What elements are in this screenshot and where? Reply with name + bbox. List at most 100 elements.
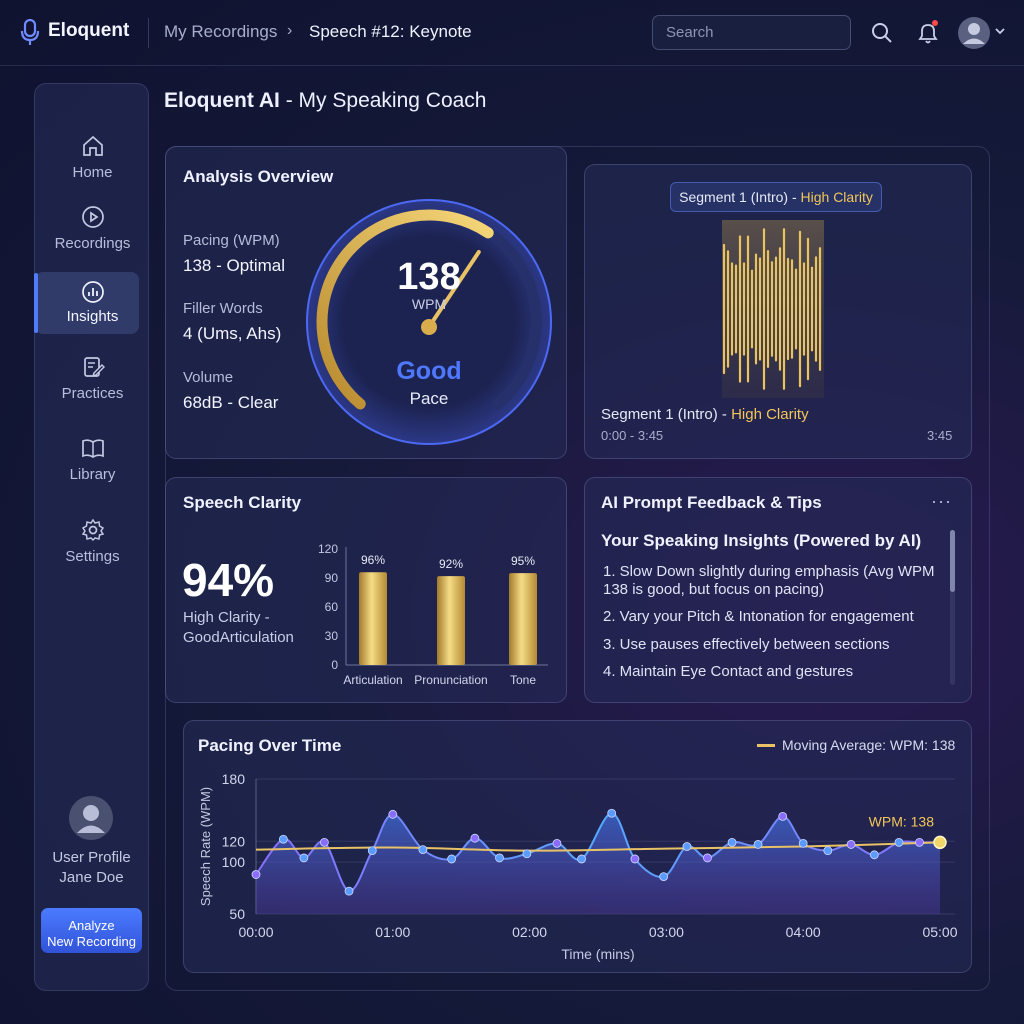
- gauge-rating: Good: [396, 357, 462, 385]
- wpm-point[interactable]: [753, 840, 763, 849]
- sidebar-item-label: Practices: [61, 385, 124, 402]
- metric-label: Pacing (WPM): [183, 232, 280, 249]
- wpm-point[interactable]: [846, 840, 856, 849]
- tip-item: 1. Slow Down slightly during emphasis (A…: [603, 563, 935, 598]
- gear-icon: [81, 518, 105, 542]
- end-value-label: WPM: 138: [869, 813, 935, 829]
- wpm-point[interactable]: [299, 853, 309, 863]
- tips-scrollbar-thumb[interactable]: [950, 530, 955, 592]
- sidebar-item-recordings[interactable]: Recordings: [35, 205, 150, 267]
- sidebar-item-insights[interactable]: Insights: [35, 272, 139, 334]
- sidebar-item-label: Recordings: [54, 235, 131, 252]
- search-icon[interactable]: [870, 21, 894, 45]
- analysis-overview-title: Analysis Overview: [183, 167, 334, 186]
- x-category-label: Articulation: [343, 673, 402, 687]
- notification-bell-icon[interactable]: [916, 20, 940, 46]
- y-tick-label: 50: [229, 906, 245, 922]
- profile-label[interactable]: User Profile: [52, 849, 131, 866]
- clarity-subtitle-line1: High Clarity -: [183, 609, 270, 626]
- wpm-point[interactable]: [278, 834, 288, 844]
- y-tick-label: 60: [325, 600, 339, 614]
- wpm-point[interactable]: [727, 837, 737, 847]
- wpm-point[interactable]: [703, 853, 712, 863]
- analyze-button-line2: New Recording: [47, 933, 136, 949]
- pacing-title: Pacing Over Time: [198, 736, 342, 755]
- sidebar-item-library[interactable]: Library: [35, 436, 150, 498]
- wpm-point[interactable]: [319, 837, 329, 847]
- breadcrumb-parent[interactable]: My Recordings: [164, 22, 278, 41]
- wpm-point[interactable]: [344, 886, 354, 896]
- wpm-point[interactable]: [367, 846, 377, 856]
- y-tick-label: 180: [222, 771, 246, 787]
- breadcrumb-current: Speech #12: Keynote: [309, 22, 472, 41]
- active-nav-indicator: [34, 273, 38, 333]
- wpm-end-point[interactable]: [933, 835, 947, 850]
- sidebar-item-practices[interactable]: Practices: [35, 355, 150, 417]
- x-tick-label: 01:00: [375, 924, 410, 940]
- gauge-fill-arc: [316, 209, 494, 410]
- wpm-point[interactable]: [522, 849, 532, 859]
- wpm-point[interactable]: [778, 811, 788, 821]
- page-title-rest: - My Speaking Coach: [279, 89, 487, 112]
- wpm-point[interactable]: [823, 846, 833, 856]
- tooltip-highlight: High Clarity: [800, 189, 873, 205]
- chevron-down-icon[interactable]: [994, 26, 1006, 36]
- metric-label: Volume: [183, 369, 234, 386]
- profile-avatar[interactable]: [69, 796, 113, 840]
- edit-icon: [84, 357, 105, 378]
- wpm-point[interactable]: [682, 842, 692, 851]
- wpm-point[interactable]: [659, 872, 669, 882]
- chart-circle-icon: [82, 281, 104, 303]
- metric-value: 4 (Ums, Ahs): [183, 324, 282, 343]
- metric-label: Filler Words: [183, 300, 263, 317]
- sidebar-item-settings[interactable]: Settings: [35, 518, 150, 580]
- sidebar-item-home[interactable]: Home: [35, 134, 150, 196]
- sidebar-item-label: Library: [69, 466, 116, 483]
- sidebar-item-label: Insights: [66, 308, 119, 325]
- wpm-point[interactable]: [388, 809, 398, 819]
- bar-articulation: [359, 572, 387, 665]
- y-tick-label: 90: [325, 571, 339, 585]
- gauge-caption: Pace: [409, 389, 449, 408]
- user-avatar[interactable]: [958, 17, 990, 49]
- more-options-icon[interactable]: ···: [931, 491, 952, 511]
- wpm-point[interactable]: [447, 854, 457, 864]
- x-tick-label: 02:00: [512, 924, 547, 940]
- tips-scrollbar-track[interactable]: [950, 530, 955, 685]
- wpm-point[interactable]: [251, 870, 261, 879]
- app-name[interactable]: Eloquent: [48, 20, 130, 41]
- wpm-point[interactable]: [470, 833, 480, 843]
- wpm-point[interactable]: [495, 853, 504, 863]
- legend-swatch: [757, 744, 775, 747]
- audio-waveform[interactable]: [600, 218, 956, 400]
- analyze-new-recording-button[interactable]: Analyze New Recording: [41, 908, 142, 953]
- wpm-point[interactable]: [915, 837, 924, 847]
- pacing-line-chart[interactable]: 50 100 120 180 00:00 01:00 02:00 03:00 04:00 05:0…: [190, 765, 965, 965]
- x-category-label: Pronunciation: [414, 673, 487, 687]
- wpm-point[interactable]: [869, 850, 879, 860]
- wpm-point[interactable]: [607, 808, 617, 818]
- search-input[interactable]: Search: [652, 15, 851, 50]
- bar-data-label: 92%: [439, 557, 463, 571]
- wpm-point[interactable]: [418, 845, 428, 855]
- wpm-point[interactable]: [630, 854, 640, 864]
- sidebar-item-label: Settings: [65, 548, 120, 565]
- wpm-point[interactable]: [577, 854, 586, 864]
- segment-end-time: 3:45: [927, 428, 953, 443]
- x-category-label: Tone: [510, 673, 536, 687]
- tip-item: 2. Vary your Pitch & Intonation for enga…: [603, 608, 914, 625]
- x-tick-label: 00:00: [238, 924, 273, 940]
- x-tick-label: 03:00: [649, 924, 684, 940]
- wpm-point[interactable]: [894, 837, 904, 847]
- segment-prefix: Segment 1 (Intro) -: [601, 406, 732, 423]
- speech-clarity-title: Speech Clarity: [183, 493, 302, 512]
- y-tick-label: 120: [318, 542, 338, 556]
- wpm-point[interactable]: [798, 838, 808, 848]
- wpm-point[interactable]: [552, 838, 562, 848]
- y-tick-label: 30: [325, 629, 339, 643]
- page-title: Eloquent AI - My Speaking Coach: [164, 89, 487, 113]
- profile-name[interactable]: Jane Doe: [59, 869, 124, 886]
- page-title-bold: Eloquent AI: [164, 89, 280, 112]
- tip-item: 4. Maintain Eye Contact and gestures: [603, 663, 854, 680]
- bar-tone: [509, 573, 537, 665]
